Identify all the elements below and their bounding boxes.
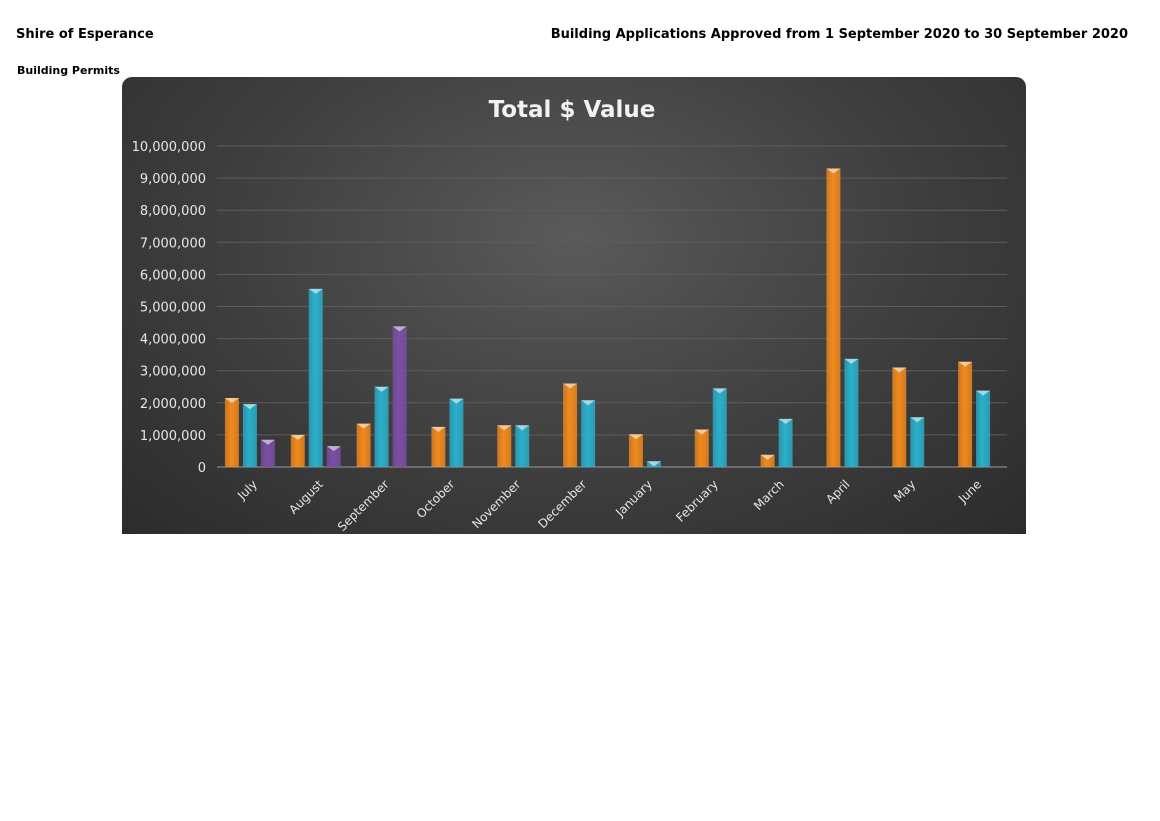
y-tick-label: 9,000,000 xyxy=(140,172,206,187)
bar-cap xyxy=(646,461,661,467)
bar-cap xyxy=(976,390,991,396)
bar-cap xyxy=(431,426,446,432)
bar-october-series-1 xyxy=(431,426,446,467)
bar-cap xyxy=(892,367,907,373)
bar-june-series-1 xyxy=(958,361,973,467)
x-tick-label: December xyxy=(535,477,589,531)
bar-cap xyxy=(449,398,464,404)
bar-cap xyxy=(290,434,305,440)
bar-cap xyxy=(826,168,841,174)
bar-may-series-2 xyxy=(910,417,925,467)
bar-september-series-1 xyxy=(356,423,371,467)
y-tick-label: 10,000,000 xyxy=(132,140,206,155)
bar-cap xyxy=(910,417,925,423)
bar-may-series-1 xyxy=(892,367,907,467)
bar-cap xyxy=(694,429,709,435)
bar-july-series-3 xyxy=(260,439,275,467)
y-tick-label: 3,000,000 xyxy=(140,365,206,380)
x-axis: July August September October November Decemb… xyxy=(234,477,984,534)
bar-cap xyxy=(260,439,275,445)
x-tick-label: February xyxy=(673,477,721,525)
x-tick-label: September xyxy=(335,477,392,534)
bar-april-series-2 xyxy=(844,358,859,467)
bar-cap xyxy=(712,388,727,394)
bar-june-series-2 xyxy=(976,390,991,467)
bar-cap xyxy=(515,425,530,431)
chart-title: Total $ Value xyxy=(489,97,656,123)
y-tick-label: 0 xyxy=(198,461,206,476)
y-tick-label: 4,000,000 xyxy=(140,333,206,348)
bar-cap xyxy=(497,425,512,431)
bar-september-series-2 xyxy=(374,386,389,467)
bar-july-series-1 xyxy=(224,397,239,467)
x-tick-label: January xyxy=(612,477,655,520)
chart-panel: Total $ Value 0 1,000,000 2,000,000 3,000,0… xyxy=(122,77,1026,534)
bar-october-series-2 xyxy=(449,398,464,467)
bar-cap xyxy=(563,383,578,389)
bar-july-series-2 xyxy=(242,404,257,467)
x-tick-label: October xyxy=(414,477,458,521)
bar-december-series-1 xyxy=(563,383,578,467)
bar-november-series-2 xyxy=(515,425,530,467)
bar-cap xyxy=(326,446,341,452)
bar-cap xyxy=(356,423,371,429)
bar-cap xyxy=(628,434,643,440)
bar-chart: Total $ Value 0 1,000,000 2,000,000 3,000,0… xyxy=(132,97,1007,534)
y-tick-label: 8,000,000 xyxy=(140,204,206,219)
bar-march-series-1 xyxy=(760,454,775,467)
bar-august-series-1 xyxy=(290,434,305,467)
bar-cap xyxy=(374,386,389,392)
x-tick-label: May xyxy=(891,477,918,504)
y-tick-label: 5,000,000 xyxy=(140,301,206,316)
x-tick-label: July xyxy=(234,477,260,503)
bar-cap xyxy=(760,454,775,460)
bar-december-series-2 xyxy=(581,400,596,467)
y-tick-label: 1,000,000 xyxy=(140,429,206,444)
section-title: Building Permits xyxy=(17,64,120,77)
bar-cap xyxy=(224,397,239,403)
bars xyxy=(224,168,991,467)
y-tick-label: 2,000,000 xyxy=(140,397,206,412)
x-tick-label: June xyxy=(955,477,984,506)
bar-april-series-1 xyxy=(826,168,841,467)
bar-cap xyxy=(392,326,407,332)
bar-cap xyxy=(308,288,323,294)
report-title: Building Applications Approved from 1 Se… xyxy=(550,27,1128,42)
bar-cap xyxy=(581,400,596,406)
bar-august-series-3 xyxy=(326,446,341,467)
bar-august-series-2 xyxy=(308,288,323,467)
bar-november-series-1 xyxy=(497,425,512,467)
x-tick-label: August xyxy=(286,477,326,517)
y-axis: 0 1,000,000 2,000,000 3,000,000 4,000,000 5,0… xyxy=(132,140,206,476)
bar-cap xyxy=(844,358,859,364)
y-tick-label: 6,000,000 xyxy=(140,268,206,283)
x-tick-label: November xyxy=(469,477,523,531)
bar-february-series-1 xyxy=(694,429,709,467)
y-tick-label: 7,000,000 xyxy=(140,236,206,251)
bar-march-series-2 xyxy=(778,418,793,467)
x-tick-label: March xyxy=(751,477,787,513)
x-tick-label: April xyxy=(823,477,852,506)
bar-cap xyxy=(778,418,793,424)
bar-september-series-3 xyxy=(392,326,407,467)
org-name: Shire of Esperance xyxy=(16,27,154,42)
bar-february-series-2 xyxy=(712,388,727,467)
gridlines xyxy=(217,145,1007,468)
bar-cap xyxy=(242,404,257,410)
bar-cap xyxy=(958,361,973,367)
bar-january-series-1 xyxy=(628,434,643,467)
